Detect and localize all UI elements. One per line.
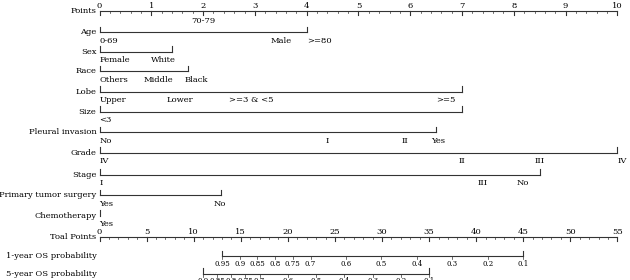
Text: Sex: Sex bbox=[81, 48, 96, 56]
Text: 25: 25 bbox=[329, 228, 340, 236]
Text: 0.3: 0.3 bbox=[367, 277, 378, 280]
Text: Grade: Grade bbox=[71, 149, 96, 157]
Text: Yes: Yes bbox=[100, 220, 113, 228]
Text: 0-69: 0-69 bbox=[100, 37, 118, 45]
Text: III: III bbox=[535, 157, 545, 165]
Text: IV: IV bbox=[617, 157, 627, 165]
Text: 20: 20 bbox=[283, 228, 293, 236]
Text: 5-year OS probability: 5-year OS probability bbox=[6, 270, 96, 278]
Text: White: White bbox=[151, 56, 176, 64]
Text: 0.2: 0.2 bbox=[395, 277, 406, 280]
Text: 6: 6 bbox=[408, 2, 413, 10]
Text: No: No bbox=[517, 179, 529, 188]
Text: 0.1: 0.1 bbox=[423, 277, 435, 280]
Text: 0.85: 0.85 bbox=[209, 277, 225, 280]
Text: Yes: Yes bbox=[431, 137, 445, 145]
Text: 5: 5 bbox=[356, 2, 361, 10]
Text: >=80: >=80 bbox=[307, 37, 331, 45]
Text: 0.6: 0.6 bbox=[340, 260, 352, 268]
Text: No: No bbox=[100, 137, 112, 145]
Text: 45: 45 bbox=[518, 228, 529, 236]
Text: 0.2: 0.2 bbox=[482, 260, 493, 268]
Text: III: III bbox=[478, 179, 488, 188]
Text: 0.5: 0.5 bbox=[311, 277, 322, 280]
Text: Female: Female bbox=[100, 56, 130, 64]
Text: 10: 10 bbox=[188, 228, 199, 236]
Text: 15: 15 bbox=[236, 228, 246, 236]
Text: Upper: Upper bbox=[100, 96, 126, 104]
Text: 1: 1 bbox=[149, 2, 154, 10]
Text: 0.9: 0.9 bbox=[234, 260, 245, 268]
Text: Points: Points bbox=[71, 7, 96, 15]
Text: Chemotherapy: Chemotherapy bbox=[34, 212, 96, 220]
Text: 70-79: 70-79 bbox=[191, 17, 215, 25]
Text: Primary tumor surgery: Primary tumor surgery bbox=[0, 192, 96, 199]
Text: 0.95: 0.95 bbox=[214, 260, 230, 268]
Text: 0.85: 0.85 bbox=[249, 260, 265, 268]
Text: I: I bbox=[100, 179, 103, 188]
Text: 0.3: 0.3 bbox=[447, 260, 458, 268]
Text: Stage: Stage bbox=[72, 171, 96, 179]
Text: >=5: >=5 bbox=[436, 96, 455, 104]
Text: 30: 30 bbox=[377, 228, 387, 236]
Text: 0.9: 0.9 bbox=[197, 277, 209, 280]
Text: 1-year OS probability: 1-year OS probability bbox=[6, 252, 96, 260]
Text: 40: 40 bbox=[471, 228, 481, 236]
Text: Age: Age bbox=[80, 28, 96, 36]
Text: 0.4: 0.4 bbox=[411, 260, 423, 268]
Text: 0.5: 0.5 bbox=[376, 260, 387, 268]
Text: No: No bbox=[214, 200, 226, 208]
Text: 0: 0 bbox=[97, 2, 102, 10]
Text: 0: 0 bbox=[97, 228, 102, 236]
Text: 5: 5 bbox=[144, 228, 149, 236]
Text: 0.75: 0.75 bbox=[238, 277, 253, 280]
Text: Race: Race bbox=[76, 67, 96, 75]
Text: Middle: Middle bbox=[144, 76, 173, 84]
Text: Others: Others bbox=[100, 76, 129, 84]
Text: 55: 55 bbox=[612, 228, 623, 236]
Text: >=3 & <5: >=3 & <5 bbox=[229, 96, 273, 104]
Text: 0.8: 0.8 bbox=[270, 260, 281, 268]
Text: 0.75: 0.75 bbox=[285, 260, 301, 268]
Text: Lower: Lower bbox=[167, 96, 193, 104]
Text: 0.4: 0.4 bbox=[339, 277, 350, 280]
Text: I: I bbox=[326, 137, 329, 145]
Text: Lobe: Lobe bbox=[76, 88, 96, 95]
Text: Male: Male bbox=[270, 37, 292, 45]
Text: 2: 2 bbox=[200, 2, 206, 10]
Text: <3: <3 bbox=[100, 116, 112, 125]
Text: 8: 8 bbox=[511, 2, 517, 10]
Text: IV: IV bbox=[100, 157, 109, 165]
Text: 0.6: 0.6 bbox=[282, 277, 294, 280]
Text: II: II bbox=[459, 157, 466, 165]
Text: 0.7: 0.7 bbox=[305, 260, 316, 268]
Text: 3: 3 bbox=[252, 2, 258, 10]
Text: 9: 9 bbox=[563, 2, 568, 10]
Text: 10: 10 bbox=[612, 2, 622, 10]
Text: 4: 4 bbox=[304, 2, 309, 10]
Text: Toal Points: Toal Points bbox=[50, 234, 96, 241]
Text: 0.8: 0.8 bbox=[226, 277, 237, 280]
Text: 0.1: 0.1 bbox=[518, 260, 529, 268]
Text: 7: 7 bbox=[459, 2, 465, 10]
Text: Size: Size bbox=[79, 108, 96, 116]
Text: Pleural invasion: Pleural invasion bbox=[28, 128, 96, 136]
Text: II: II bbox=[402, 137, 408, 145]
Text: 50: 50 bbox=[565, 228, 576, 236]
Text: Yes: Yes bbox=[100, 200, 113, 208]
Text: Black: Black bbox=[185, 76, 209, 84]
Text: 0.7: 0.7 bbox=[254, 277, 265, 280]
Text: 35: 35 bbox=[424, 228, 435, 236]
